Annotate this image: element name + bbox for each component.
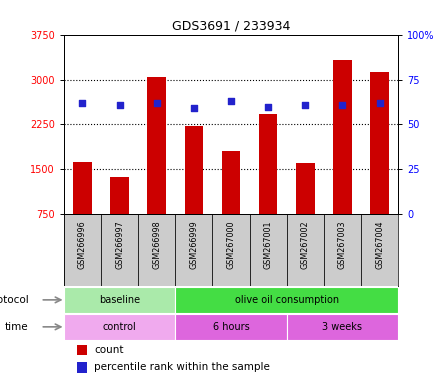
Text: GSM266998: GSM266998: [152, 220, 161, 269]
Text: baseline: baseline: [99, 295, 140, 305]
Point: [302, 102, 309, 108]
Bar: [259, 114, 278, 214]
Bar: [147, 76, 166, 214]
Text: GSM266997: GSM266997: [115, 220, 124, 269]
Bar: [175, 314, 287, 340]
Text: GSM266996: GSM266996: [78, 220, 87, 269]
Text: count: count: [94, 345, 123, 355]
Bar: [333, 60, 352, 214]
Text: 3 weeks: 3 weeks: [323, 322, 363, 332]
Point: [79, 100, 86, 106]
Text: GSM267002: GSM267002: [301, 220, 310, 269]
Bar: [101, 214, 138, 286]
Text: GSM267004: GSM267004: [375, 220, 384, 269]
Text: protocol: protocol: [0, 295, 29, 305]
Point: [339, 102, 346, 108]
Bar: [175, 287, 398, 313]
Text: GSM267000: GSM267000: [227, 220, 235, 269]
Bar: [296, 164, 315, 214]
Bar: [361, 214, 398, 286]
Bar: [222, 151, 240, 214]
Bar: [184, 126, 203, 214]
Bar: [64, 214, 101, 286]
Text: 6 hours: 6 hours: [213, 322, 249, 332]
Point: [264, 103, 271, 109]
Bar: [110, 177, 129, 214]
Title: GDS3691 / 233934: GDS3691 / 233934: [172, 19, 290, 32]
Bar: [175, 214, 213, 286]
Bar: [324, 214, 361, 286]
Bar: [138, 214, 175, 286]
Point: [191, 105, 198, 111]
Text: percentile rank within the sample: percentile rank within the sample: [94, 362, 270, 372]
Point: [376, 100, 383, 106]
Text: olive oil consumption: olive oil consumption: [235, 295, 339, 305]
Bar: [77, 362, 87, 373]
Bar: [64, 314, 175, 340]
Text: time: time: [5, 322, 29, 332]
Bar: [249, 214, 287, 286]
Bar: [370, 72, 389, 214]
Point: [153, 100, 160, 106]
Text: GSM267003: GSM267003: [338, 220, 347, 269]
Bar: [287, 214, 324, 286]
Text: GSM267001: GSM267001: [264, 220, 273, 269]
Point: [116, 102, 123, 108]
Text: control: control: [103, 322, 136, 332]
Bar: [73, 162, 92, 214]
Bar: [77, 345, 87, 356]
Text: GSM266999: GSM266999: [189, 220, 198, 269]
Bar: [213, 214, 249, 286]
Point: [227, 98, 235, 104]
Bar: [64, 287, 175, 313]
Bar: [287, 314, 398, 340]
